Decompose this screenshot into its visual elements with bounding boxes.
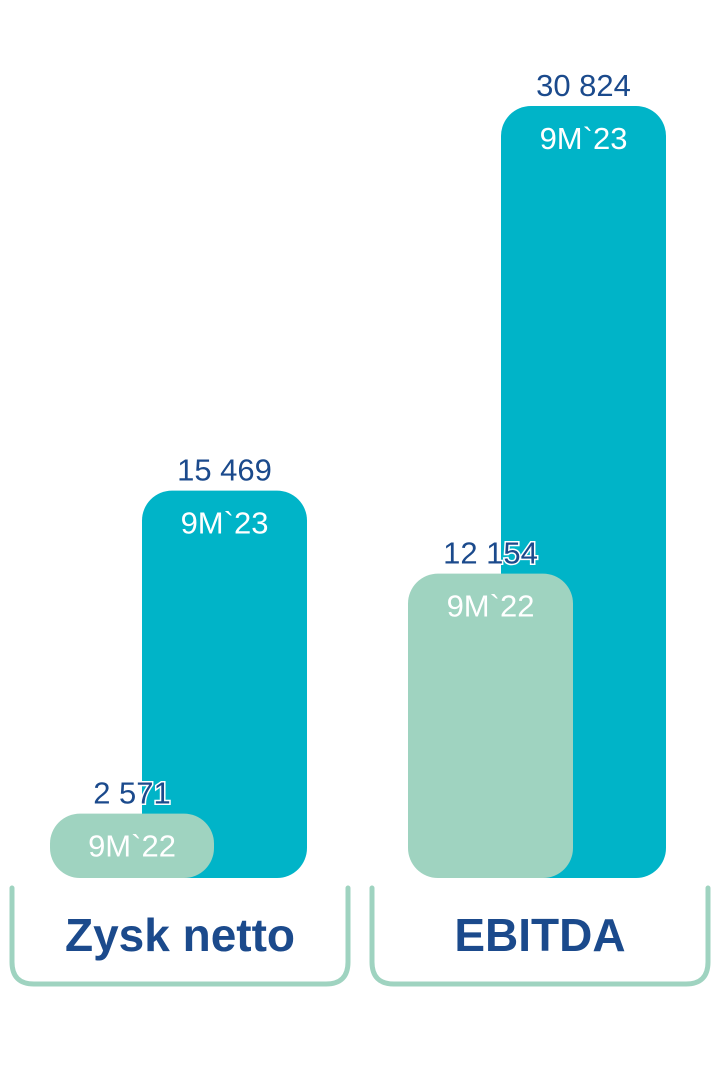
period-label-zysk-netto-9m-23: 9M`23 [181,506,269,541]
period-label-ebitda-9m-23: 9M`23 [540,121,628,156]
bracket-ebitda [369,885,711,987]
category-label-zysk-netto: Zysk netto [64,909,296,961]
period-label-ebitda-9m-22: 9M`22 [447,589,535,624]
bracket-zysk-netto [9,885,351,987]
category-label-ebitda: EBITDA [454,909,626,961]
value-label-zysk-netto-9m-22: 2 571 [93,776,171,811]
value-label-zysk-netto-9m-23: 15 469 [177,453,272,488]
value-label-ebitda-9m-23: 30 824 [536,68,631,103]
value-label-ebitda-9m-22: 12 154 [443,536,538,571]
bar-zysk-netto-9m-23 [142,490,307,878]
bar-zysk-netto-9m-22 [50,813,214,878]
bar-ebitda-9m-22 [408,573,573,878]
period-label-zysk-netto-9m-22: 9M`22 [88,829,176,864]
